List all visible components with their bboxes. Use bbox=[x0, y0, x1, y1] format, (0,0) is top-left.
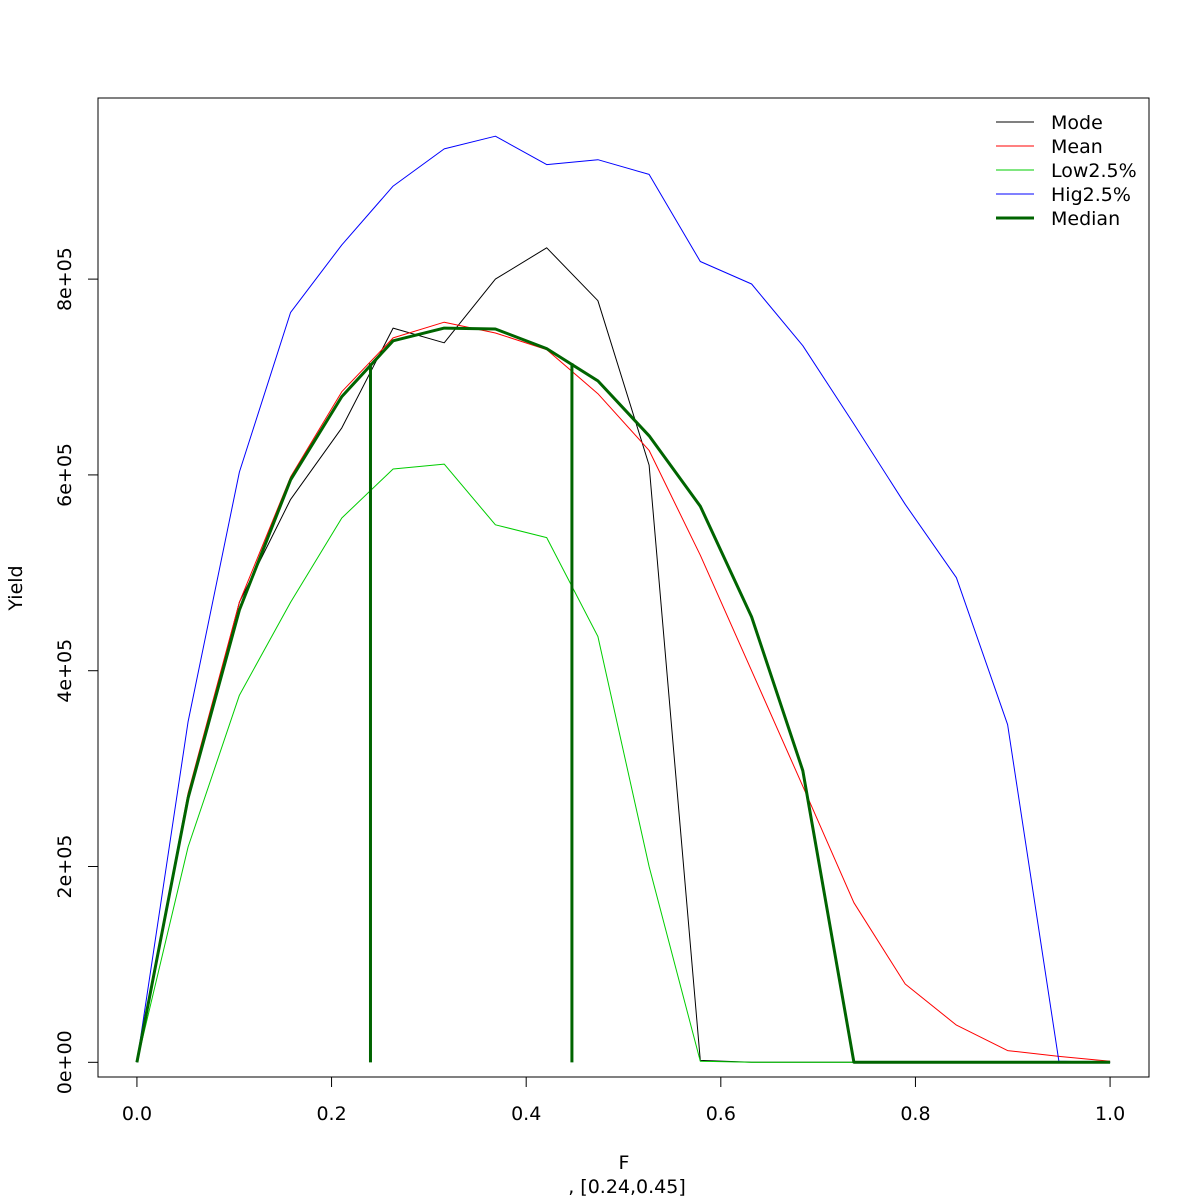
legend-label: Hig2.5% bbox=[1051, 184, 1131, 206]
legend-label: Median bbox=[1051, 208, 1120, 230]
x-axis: 0.0 0.2 0.4 0.6 0.8 1.0 bbox=[122, 1076, 1125, 1125]
series-line-low2-5- bbox=[136, 463, 1111, 1063]
series-line-median bbox=[135, 326, 1111, 1064]
y-tick-label: 6e+05 bbox=[54, 443, 76, 507]
y-tick-label: 2e+05 bbox=[54, 835, 76, 899]
series-line-mode bbox=[136, 247, 1111, 1063]
series-line-mean bbox=[136, 321, 1111, 1063]
x-axis-sublabel: , [0.24,0.45] bbox=[568, 1176, 686, 1198]
plot-frame bbox=[97, 97, 1150, 1078]
y-tick-label: 4e+05 bbox=[54, 639, 76, 703]
legend-label: Low2.5% bbox=[1051, 160, 1137, 182]
legend-label: Mode bbox=[1051, 112, 1103, 134]
x-tick-label: 0.4 bbox=[511, 1103, 541, 1125]
legend-label: Mean bbox=[1051, 136, 1103, 158]
y-axis-title: Yield bbox=[5, 565, 27, 611]
series-line-hig2-5- bbox=[136, 135, 1111, 1063]
x-tick-label: 0.8 bbox=[900, 1103, 930, 1125]
y-tick-label: 8e+05 bbox=[54, 247, 76, 311]
x-axis-title: F bbox=[619, 1152, 630, 1174]
x-tick-label: 0.0 bbox=[122, 1103, 152, 1125]
y-axis: 0e+00 2e+05 4e+05 6e+05 8e+05 bbox=[54, 247, 99, 1094]
x-tick-label: 1.0 bbox=[1095, 1103, 1125, 1125]
x-tick-label: 0.6 bbox=[706, 1103, 736, 1125]
y-tick-label: 0e+00 bbox=[54, 1030, 76, 1094]
series-layer bbox=[135, 135, 1111, 1064]
vertical-lines-layer bbox=[368, 363, 574, 1063]
x-tick-label: 0.2 bbox=[316, 1103, 346, 1125]
